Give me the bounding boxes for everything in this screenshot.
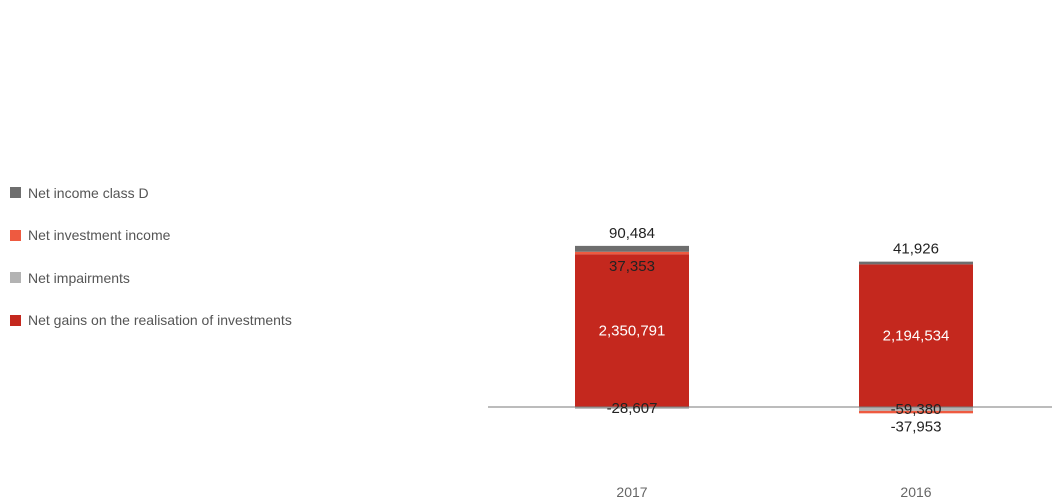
legend-label: Net impairments	[28, 269, 130, 286]
bar-segment	[575, 251, 689, 255]
data-label: -37,953	[891, 418, 942, 435]
bar-segment	[859, 261, 973, 265]
legend: Net income class D Net investment income N…	[10, 185, 292, 355]
data-label: 90,484	[609, 225, 655, 242]
legend-label: Net gains on the realisation of investme…	[28, 312, 292, 328]
legend-item: Net investment income	[10, 227, 292, 243]
bar-segment	[859, 264, 973, 407]
bar-segment	[859, 407, 973, 411]
bar-segment	[575, 254, 689, 407]
x-tick-label: 2016	[900, 484, 931, 500]
legend-item: Net gains on the realisation of investme…	[10, 312, 292, 328]
legend-label: Net investment income	[28, 227, 171, 243]
legend-swatch	[10, 187, 21, 198]
data-label: 2,194,534	[883, 328, 950, 345]
bar-segment	[575, 407, 689, 409]
legend-swatch	[10, 314, 21, 326]
data-label: -59,380	[891, 401, 942, 418]
legend-swatch	[10, 272, 21, 283]
x-tick-label: 2017	[616, 484, 647, 500]
data-label: 2,350,791	[599, 323, 666, 340]
legend-label: Net income class D	[28, 184, 149, 201]
data-label: 41,926	[893, 241, 939, 258]
bar-segment	[859, 410, 973, 414]
legend-swatch	[10, 229, 21, 241]
legend-item: Net income class D	[10, 184, 292, 201]
bar-segment	[575, 245, 689, 252]
legend-item: Net impairments	[10, 269, 292, 286]
data-label: -28,607	[607, 400, 658, 417]
data-label: 37,353	[609, 258, 655, 275]
